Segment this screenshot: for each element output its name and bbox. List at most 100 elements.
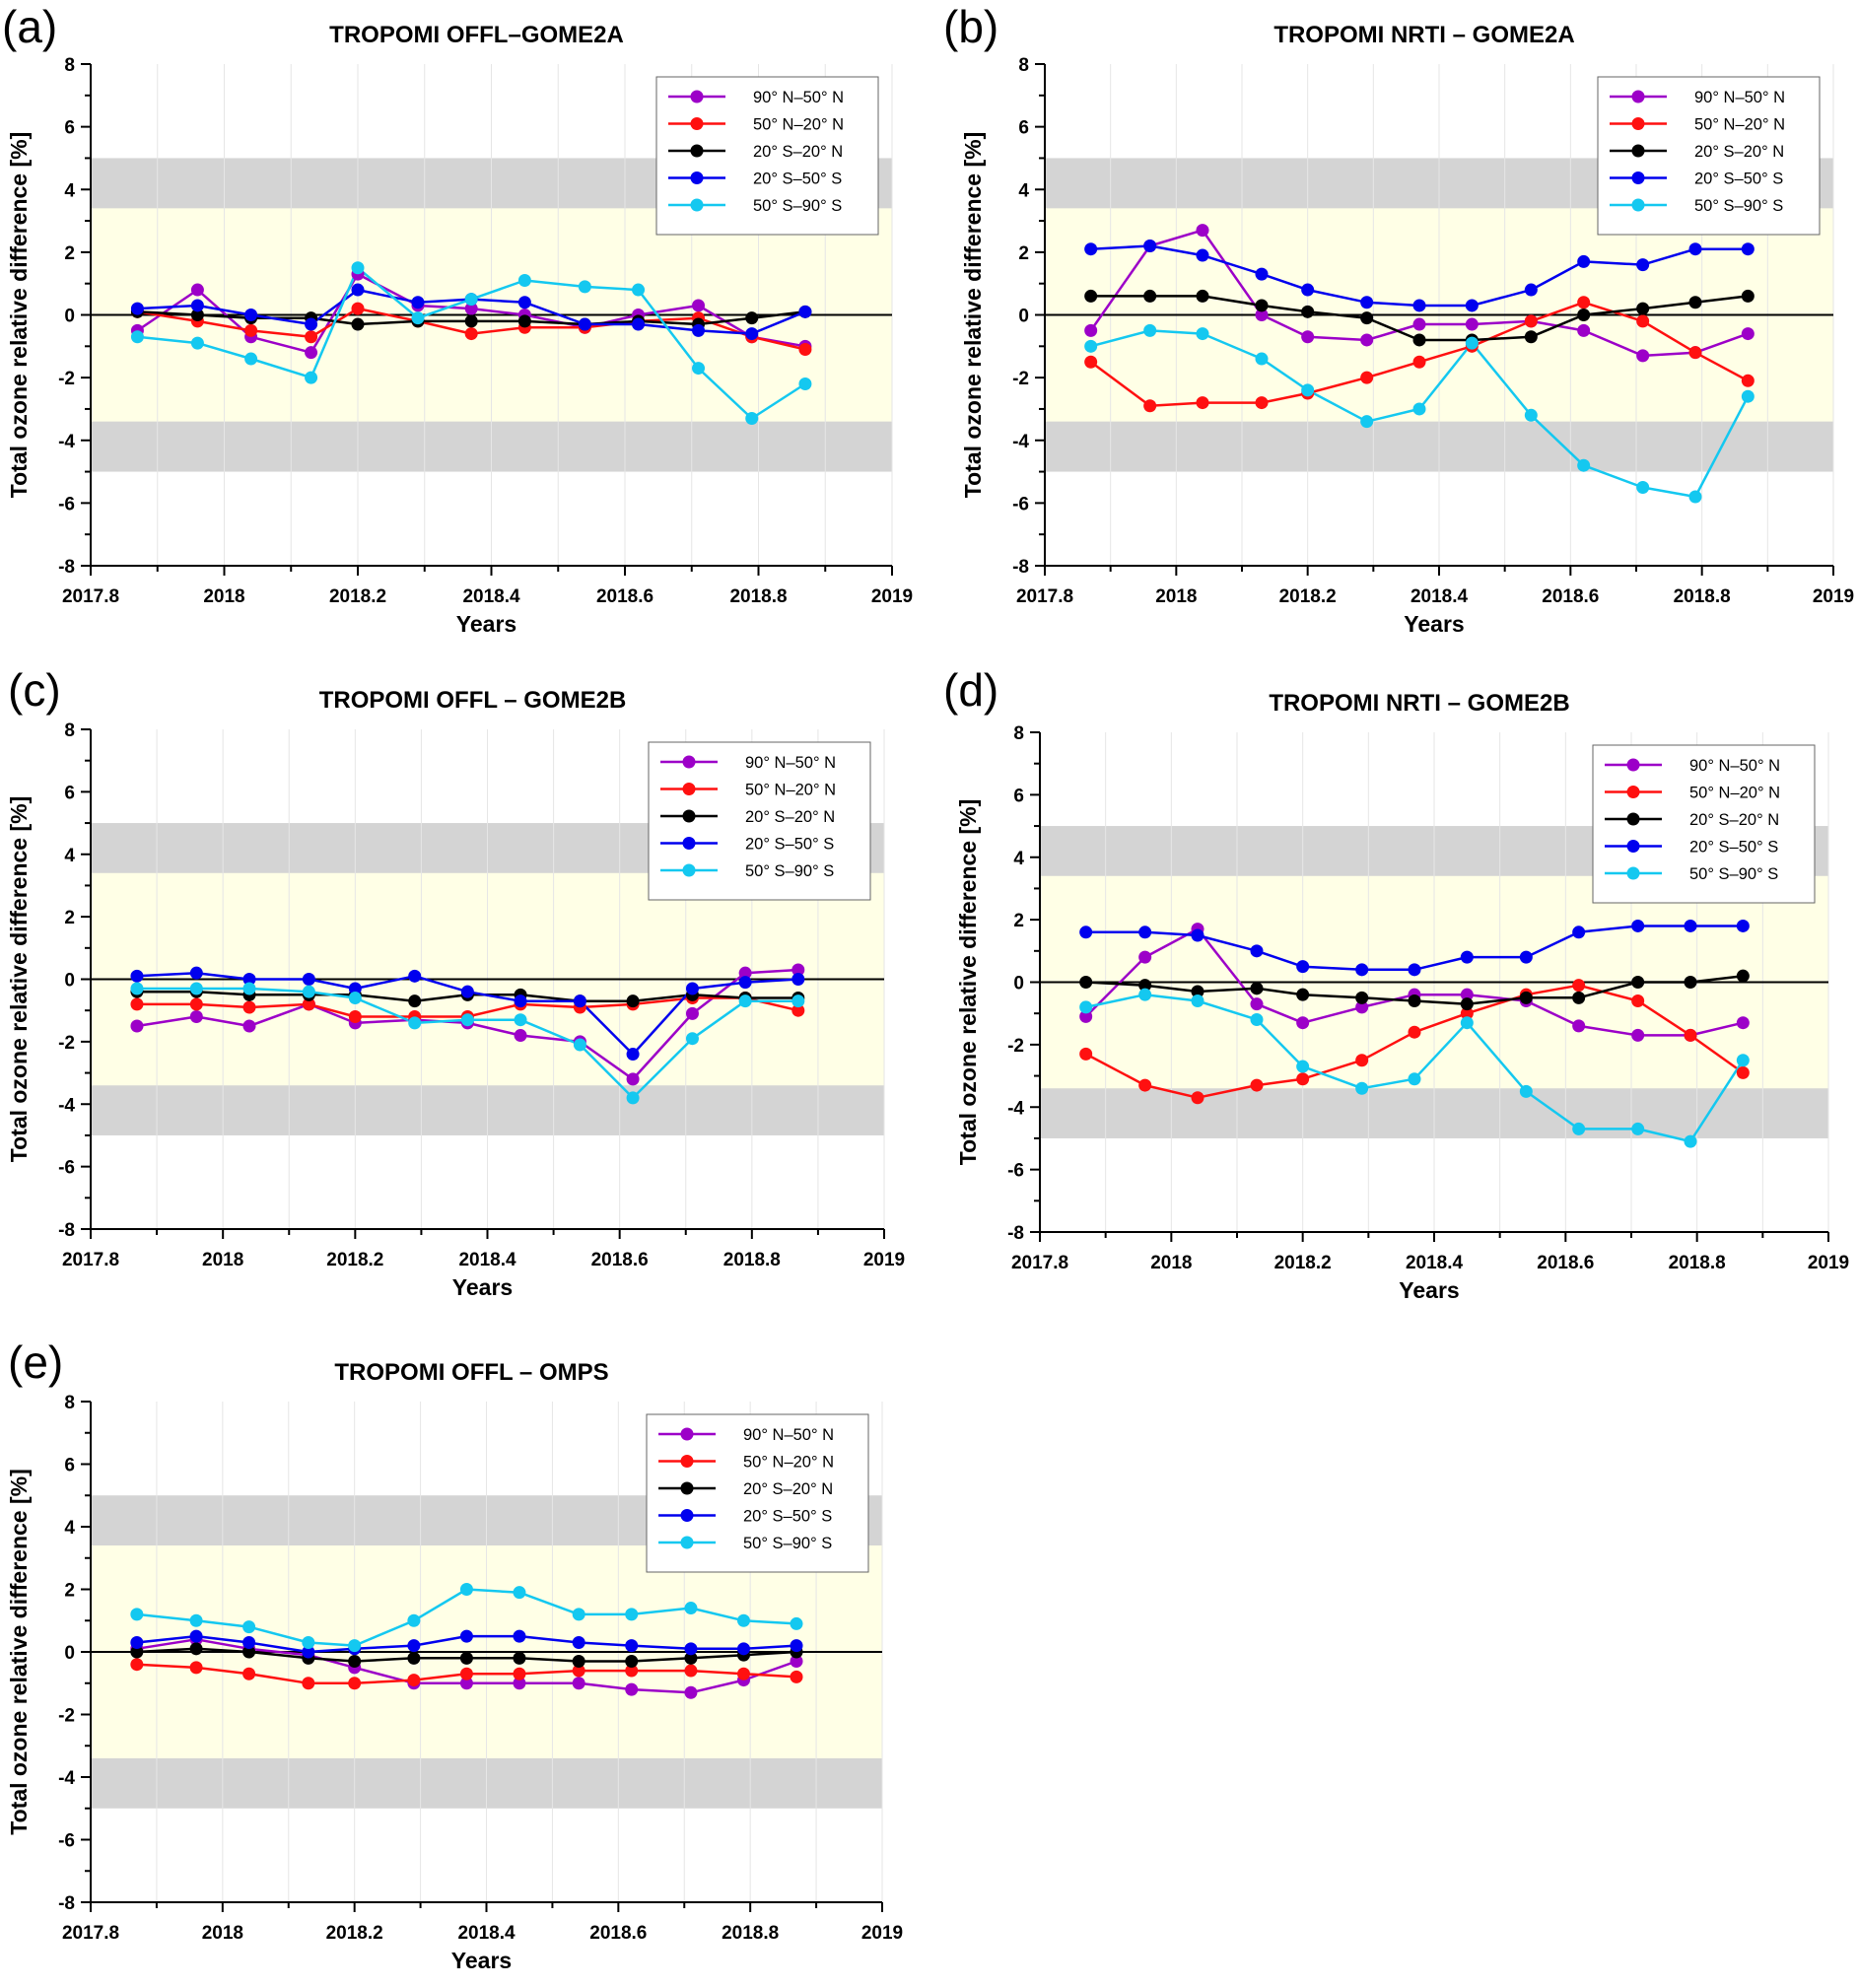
data-point	[1360, 371, 1374, 384]
data-point	[1408, 963, 1421, 977]
y-tick-label: 0	[64, 971, 75, 992]
data-point	[1355, 991, 1369, 1004]
x-tick-label: 2018	[202, 1250, 243, 1270]
data-point	[1688, 296, 1702, 309]
data-point	[791, 1003, 805, 1017]
data-point	[351, 302, 365, 315]
x-tick-label: 2017.8	[62, 586, 119, 607]
data-point	[1572, 991, 1586, 1004]
data-point	[513, 1667, 526, 1680]
chart-panel-b: (b) 8 6 4 2 0 -2 -4 -6 -8 2017.8 2018 2018.2 2018.4 2…	[941, 0, 1858, 655]
data-point	[625, 1639, 639, 1653]
data-point	[1741, 389, 1755, 403]
data-point	[1736, 1065, 1750, 1079]
data-point	[798, 342, 812, 356]
legend-label: 20° S–20° N	[745, 808, 835, 826]
legend-label: 20° S–50° S	[1694, 171, 1783, 188]
data-point	[1465, 336, 1479, 350]
data-point	[684, 1651, 698, 1665]
x-axis-label: Years	[1404, 611, 1464, 637]
data-point	[1524, 408, 1538, 422]
data-point	[1255, 352, 1269, 366]
data-point	[692, 323, 706, 337]
data-point	[1412, 355, 1426, 369]
data-point	[1631, 994, 1645, 1008]
data-point	[1736, 919, 1750, 932]
x-tick-label: 2018.8	[723, 1250, 781, 1270]
data-point	[684, 1642, 698, 1656]
data-point	[736, 1613, 750, 1627]
data-point	[1636, 314, 1650, 328]
data-point	[1301, 283, 1315, 297]
data-point	[302, 1635, 315, 1649]
data-point	[738, 976, 752, 990]
data-point	[572, 1608, 585, 1621]
data-point	[1412, 317, 1426, 331]
data-point	[514, 1013, 527, 1027]
chart-title: TROPOMI NRTI – GOME2B	[1269, 690, 1569, 717]
y-tick-label: -2	[58, 1706, 75, 1727]
y-tick-label: -4	[1012, 432, 1029, 452]
data-point	[1079, 925, 1093, 939]
data-point	[411, 311, 425, 325]
y-tick-label: -6	[58, 1158, 75, 1179]
data-point	[798, 377, 812, 390]
data-point	[798, 305, 812, 318]
data-point	[517, 296, 531, 309]
data-point	[305, 317, 318, 331]
data-point	[1138, 925, 1152, 939]
data-point	[685, 1032, 699, 1046]
data-point	[130, 302, 144, 315]
data-point	[514, 1029, 527, 1043]
data-point	[626, 1048, 640, 1062]
data-point	[302, 973, 315, 986]
data-point	[1577, 323, 1591, 337]
data-point	[1631, 976, 1645, 989]
data-point	[1631, 919, 1645, 932]
data-point	[578, 280, 591, 294]
data-point	[190, 308, 204, 321]
x-tick-label: 2018.6	[1542, 586, 1599, 607]
x-tick-label: 2017.8	[1016, 586, 1073, 607]
data-point	[625, 1664, 639, 1678]
x-tick-label: 2018.4	[1406, 1253, 1464, 1273]
y-tick-label: 0	[1013, 974, 1024, 994]
data-point	[745, 411, 759, 425]
legend-marker	[1631, 171, 1645, 184]
data-point	[1250, 944, 1264, 958]
x-tick-label: 2018	[202, 1923, 243, 1944]
data-point	[1196, 327, 1209, 341]
data-point	[351, 261, 365, 275]
chart-svg: 8 6 4 2 0 -2 -4 -6 -8 2017.8 2018 2018.2 2018.4 2018.…	[6, 1359, 903, 1973]
data-point	[1460, 1006, 1474, 1020]
data-point	[242, 1635, 256, 1649]
data-point	[1684, 919, 1697, 932]
chart-panel-d: (d) 8 6 4 2 0 -2 -4 -6 -8 2017.8 2018 2018.2 2018.4 2…	[941, 663, 1858, 1319]
data-point	[130, 330, 144, 344]
chart-svg: 8 6 4 2 0 -2 -4 -6 -8 2017.8 2018 2018.2 2018.4 2018.…	[6, 22, 913, 637]
x-tick-label: 2018.8	[722, 1923, 779, 1944]
legend-label: 50° N–20° N	[1694, 116, 1785, 134]
data-point	[408, 969, 422, 983]
data-point	[1736, 1016, 1750, 1030]
data-point	[513, 1629, 526, 1643]
data-point	[1636, 480, 1650, 494]
legend-marker	[690, 198, 704, 212]
x-tick-label: 2019	[871, 586, 913, 607]
data-point	[1577, 308, 1591, 321]
data-point	[1636, 302, 1650, 315]
chart-title: TROPOMI NRTI – GOME2A	[1273, 22, 1574, 48]
y-axis-label: Total ozone relative difference [%]	[6, 1469, 32, 1834]
data-point	[1191, 1091, 1204, 1105]
data-point	[1196, 396, 1209, 410]
y-tick-label: -2	[58, 369, 75, 389]
data-point	[1408, 1025, 1421, 1039]
data-point	[738, 966, 752, 980]
legend-label: 90° N–50° N	[753, 89, 844, 106]
data-point	[130, 997, 144, 1011]
x-axis-label: Years	[451, 1948, 512, 1973]
data-point	[1741, 242, 1755, 256]
x-tick-label: 2019	[1808, 1253, 1849, 1273]
data-point	[736, 1642, 750, 1656]
data-point	[190, 336, 204, 350]
